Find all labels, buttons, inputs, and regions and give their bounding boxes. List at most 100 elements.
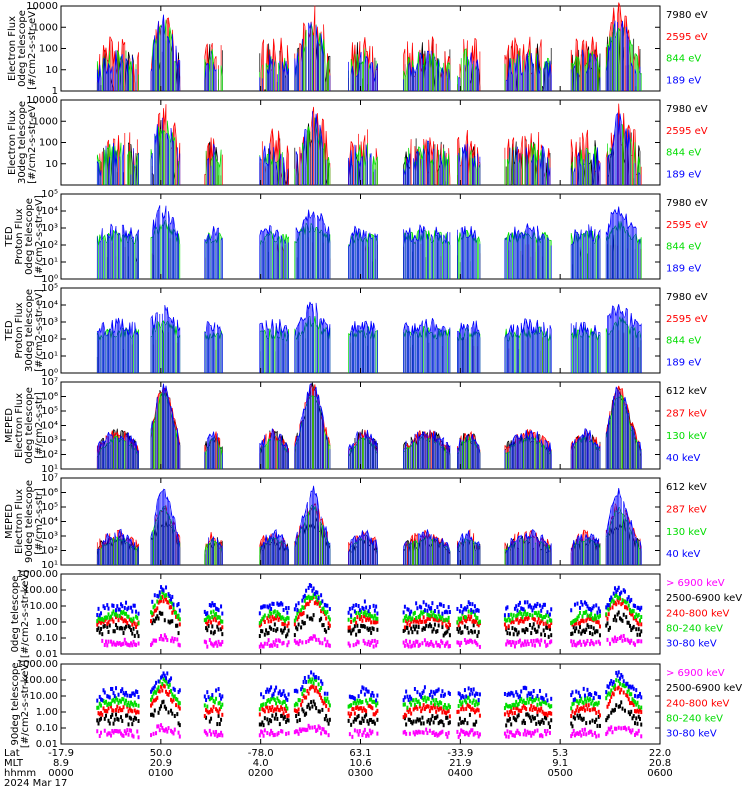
data-point: [461, 610, 464, 615]
data-point: [471, 619, 474, 624]
data-point: [116, 613, 119, 618]
data-point: [361, 708, 364, 713]
data-point: [595, 734, 598, 739]
data-point: [607, 612, 610, 617]
data-point: [121, 611, 124, 616]
data-point: [591, 632, 594, 637]
series-green: [96, 117, 641, 185]
data-point: [326, 603, 329, 608]
data-point: [348, 606, 351, 611]
data-point: [595, 629, 598, 634]
data-point: [582, 705, 585, 710]
data-point: [118, 641, 121, 646]
data-point: [267, 721, 270, 726]
data-point: [150, 642, 153, 647]
data-point: [123, 618, 126, 623]
data-point: [615, 589, 618, 594]
data-point: [305, 728, 308, 733]
data-point: [587, 614, 590, 619]
data-point: [636, 614, 639, 619]
data-point: [575, 621, 578, 626]
data-point: [137, 641, 140, 646]
data-point: [360, 720, 363, 725]
data-point: [177, 613, 180, 618]
data-point: [367, 627, 370, 632]
y-tick-label: 10¹: [41, 257, 58, 268]
data-point: [136, 630, 139, 635]
data-point: [297, 698, 300, 703]
data-point: [152, 691, 155, 696]
data-point: [575, 708, 578, 713]
data-point: [152, 686, 155, 691]
data-point: [618, 681, 621, 686]
data-point: [538, 603, 541, 608]
data-point: [606, 606, 609, 611]
data-point: [510, 705, 513, 710]
data-point: [318, 709, 321, 714]
data-point: [466, 702, 469, 707]
data-point: [575, 643, 578, 648]
data-point: [523, 705, 526, 710]
data-point: [376, 708, 379, 713]
data-point: [268, 603, 271, 608]
data-point: [622, 633, 625, 638]
data-point: [527, 604, 530, 609]
data-point: [516, 617, 519, 622]
data-point: [320, 616, 323, 621]
data-point: [297, 712, 300, 717]
data-point: [468, 704, 471, 709]
data-point: [468, 601, 471, 606]
data-point: [295, 714, 298, 719]
data-point: [102, 618, 105, 623]
data-point: [537, 639, 540, 644]
data-point: [213, 732, 216, 737]
y-axis-label: 0deg telescope: [24, 387, 35, 464]
data-point: [638, 707, 641, 712]
data-point: [476, 633, 479, 638]
data-point: [410, 696, 413, 701]
data-point: [622, 599, 625, 604]
data-point: [355, 603, 358, 608]
data-point: [506, 729, 509, 734]
data-point: [607, 627, 610, 632]
data-point: [122, 691, 125, 696]
data-point: [538, 701, 541, 706]
data-point: [510, 708, 513, 713]
data-point: [373, 700, 376, 705]
data-point: [597, 714, 600, 719]
data-point: [433, 617, 436, 622]
data-point: [421, 619, 424, 624]
data-point: [443, 610, 446, 615]
data-point: [167, 684, 170, 689]
data-point: [598, 609, 601, 614]
data-point: [127, 709, 130, 714]
data-point: [301, 598, 304, 603]
data-point: [527, 615, 530, 620]
data-point: [412, 624, 415, 629]
data-point: [422, 600, 425, 605]
data-point: [521, 619, 524, 624]
data-point: [122, 619, 125, 624]
data-point: [433, 732, 436, 737]
data-point: [433, 705, 436, 710]
data-point: [365, 687, 368, 692]
data-point: [612, 591, 615, 596]
data-point: [617, 725, 620, 730]
data-point: [512, 640, 515, 645]
data-point: [157, 594, 160, 599]
data-point: [321, 607, 324, 612]
y-tick-label: 10⁴: [41, 300, 58, 311]
data-point: [523, 721, 526, 726]
data-point: [410, 711, 413, 716]
data-point: [623, 725, 626, 730]
data-point: [443, 703, 446, 708]
data-point: [112, 691, 115, 696]
data-point: [465, 619, 468, 624]
data-point: [593, 701, 596, 706]
data-point: [518, 699, 521, 704]
data-point: [101, 619, 104, 624]
y-axis-label: [#/cm2-s-str-eV]: [34, 289, 45, 372]
data-point: [402, 715, 405, 720]
data-point: [586, 696, 589, 701]
data-point: [531, 694, 534, 699]
